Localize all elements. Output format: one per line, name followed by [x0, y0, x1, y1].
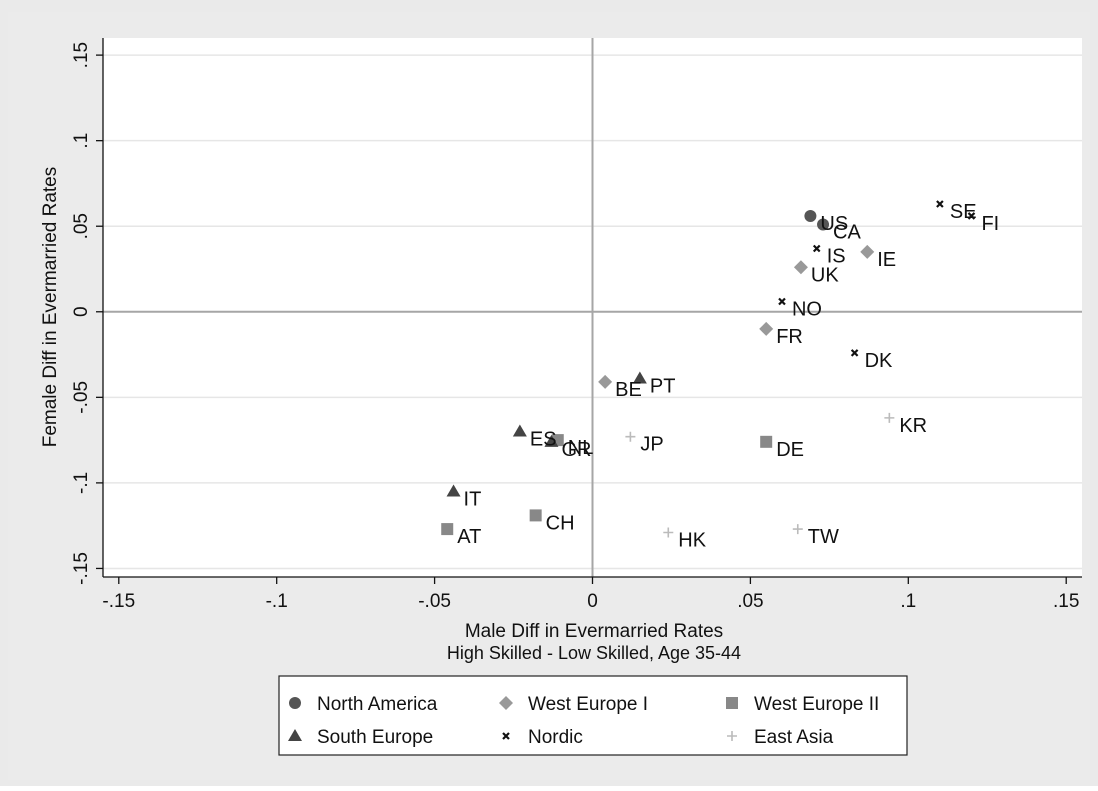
- data-point-is: [812, 244, 821, 253]
- legend-entries: North America West Europe I West Europe II…: [288, 694, 879, 748]
- point-label-us: US: [820, 213, 848, 235]
- x-tick-label: .1: [900, 591, 916, 612]
- legend-label-west-europe-ii: West Europe II: [754, 694, 879, 715]
- point-label-de: DE: [776, 439, 804, 461]
- y-tick-label: .1: [71, 133, 92, 149]
- data-point-be: [598, 374, 613, 389]
- data-point-gr: [544, 434, 559, 447]
- data-point-fr: [759, 321, 774, 336]
- legend-marker-west-europe-i: [499, 696, 513, 710]
- point-label-at: AT: [457, 526, 481, 548]
- data-point-ca: [817, 218, 830, 231]
- point-label-kr: KR: [899, 415, 927, 437]
- data-points: [441, 200, 976, 538]
- data-point-tw: [792, 524, 803, 535]
- point-label-jp: JP: [640, 434, 663, 456]
- legend-label-north-america: North America: [317, 694, 438, 715]
- data-point-dk: [850, 349, 859, 357]
- legend-label-west-europe-i: West Europe I: [528, 694, 648, 715]
- data-point-no: [778, 297, 786, 306]
- point-label-it: IT: [464, 488, 482, 510]
- axes: -.15 -.1 -.05 0 .05 .1 .15 -.15 -.1 -.05 0 .05 .1 .15: [71, 38, 1082, 612]
- point-label-se: SE: [950, 201, 977, 223]
- point-label-no: NO: [792, 299, 822, 321]
- point-label-tw: TW: [808, 526, 839, 548]
- point-label-ch: CH: [546, 512, 575, 534]
- data-point-de: [760, 435, 773, 448]
- data-point-us: [804, 209, 817, 222]
- y-axis-title: Female Diff in Evermarried Rates: [40, 167, 61, 448]
- point-label-fr: FR: [776, 326, 803, 348]
- data-point-at: [441, 523, 454, 536]
- x-tick-label: .15: [1053, 591, 1079, 612]
- legend-label-south-europe: South Europe: [317, 727, 433, 748]
- y-tick-label: -.05: [71, 381, 92, 414]
- legend-marker-east-asia: [727, 731, 737, 741]
- legend-marker-nordic: [502, 732, 510, 740]
- data-point-it: [446, 484, 461, 497]
- y-tick-label: -.15: [71, 552, 92, 585]
- point-label-es: ES: [530, 429, 557, 451]
- data-point-se: [936, 200, 944, 208]
- point-label-is: IS: [827, 245, 846, 267]
- data-point-kr: [884, 412, 895, 423]
- x-tick-label: .05: [737, 591, 763, 612]
- data-point-uk: [793, 260, 808, 275]
- y-tick-label: .15: [71, 42, 92, 68]
- point-label-pt: PT: [650, 376, 676, 398]
- x-axis-title: Male Diff in Evermarried Rates: [465, 621, 723, 642]
- legend-label-east-asia: East Asia: [754, 727, 834, 748]
- data-point-pt: [632, 371, 647, 384]
- point-label-uk: UK: [811, 264, 839, 286]
- point-label-nl: NL: [568, 437, 594, 459]
- legend: North America West Europe I West Europe II…: [278, 675, 908, 756]
- y-tick-label: .05: [71, 213, 92, 239]
- point-label-fi: FI: [981, 213, 999, 235]
- data-point-jp: [625, 431, 636, 442]
- y-tick-label: -.1: [71, 472, 92, 494]
- legend-marker-north-america: [289, 697, 301, 709]
- reference-lines: [103, 38, 1082, 577]
- data-point-hk: [663, 527, 674, 538]
- point-label-ie: IE: [877, 249, 896, 271]
- data-point-fi: [967, 212, 976, 220]
- point-label-dk: DK: [865, 350, 893, 372]
- point-label-hk: HK: [678, 530, 706, 552]
- y-tick-label: 0: [71, 306, 92, 317]
- x-tick-label: -.15: [102, 591, 135, 612]
- legend-box: [278, 675, 908, 756]
- legend-marker-south-europe: [288, 729, 302, 741]
- data-point-ie: [860, 244, 875, 259]
- point-label-be: BE: [615, 379, 642, 401]
- point-label-ca: CA: [833, 222, 861, 244]
- x-tick-label: -.1: [266, 591, 288, 612]
- legend-label-nordic: Nordic: [528, 727, 583, 748]
- data-point-es: [512, 424, 527, 437]
- legend-marker-west-europe-ii: [726, 697, 738, 709]
- x-tick-label: 0: [587, 591, 598, 612]
- data-point-ch: [529, 509, 542, 522]
- x-axis-subtitle: High Skilled - Low Skilled, Age 35-44: [447, 643, 741, 663]
- point-label-gr: GR: [561, 439, 591, 461]
- x-tick-label: -.05: [418, 591, 451, 612]
